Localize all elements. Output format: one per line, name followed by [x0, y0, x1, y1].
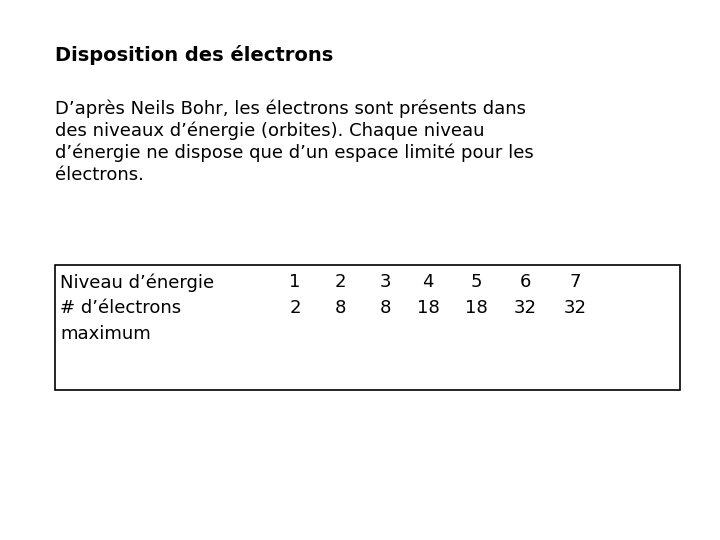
Text: 2: 2 — [289, 299, 301, 317]
Text: 7: 7 — [570, 273, 581, 291]
Bar — [55, 265, 680, 390]
Text: 3: 3 — [379, 273, 391, 291]
Text: d’énergie ne dispose que d’un espace limité pour les: d’énergie ne dispose que d’un espace lim… — [55, 144, 534, 163]
Text: 6: 6 — [519, 273, 531, 291]
Text: des niveaux d’énergie (orbites). Chaque niveau: des niveaux d’énergie (orbites). Chaque … — [55, 122, 485, 140]
Text: Niveau d’énergie: Niveau d’énergie — [60, 273, 214, 292]
Text: 18: 18 — [464, 299, 487, 317]
Text: 32: 32 — [564, 299, 587, 317]
Text: 8: 8 — [334, 299, 346, 317]
Text: # d’électrons: # d’électrons — [60, 299, 181, 317]
Text: électrons.: électrons. — [55, 166, 144, 184]
Text: maximum: maximum — [60, 325, 150, 343]
Text: 1: 1 — [289, 273, 301, 291]
Text: 2: 2 — [334, 273, 346, 291]
Text: 32: 32 — [513, 299, 536, 317]
Text: 18: 18 — [417, 299, 439, 317]
Text: Disposition des électrons: Disposition des électrons — [55, 45, 333, 65]
Text: 4: 4 — [422, 273, 433, 291]
Text: 8: 8 — [379, 299, 391, 317]
Text: 5: 5 — [470, 273, 482, 291]
Text: D’après Neils Bohr, les électrons sont présents dans: D’après Neils Bohr, les électrons sont p… — [55, 100, 526, 118]
